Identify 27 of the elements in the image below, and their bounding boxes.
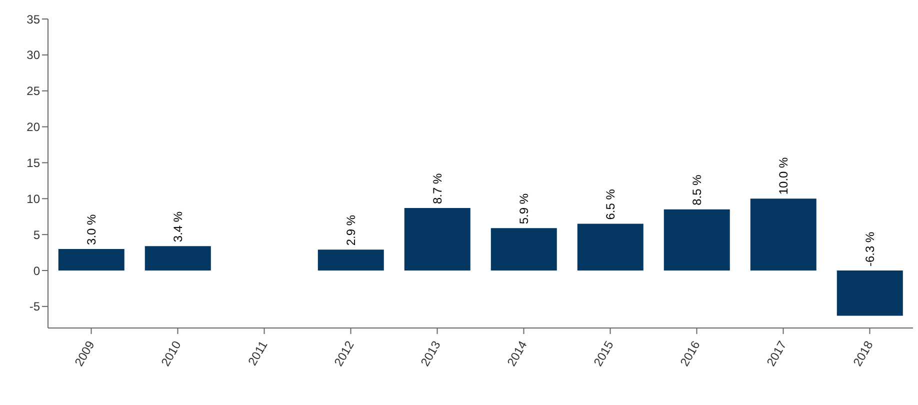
data-label: 6.5 % xyxy=(603,188,618,220)
bar xyxy=(750,198,816,271)
data-label: 3.0 % xyxy=(84,214,98,245)
bar xyxy=(404,208,470,271)
data-label: 8.7 % xyxy=(430,172,444,204)
bar xyxy=(58,248,124,271)
bar xyxy=(144,246,211,271)
data-label: -6.3 % xyxy=(862,232,877,267)
y-tick-label: 20 xyxy=(26,120,40,134)
y-tick-label: 5 xyxy=(33,228,40,242)
y-tick-label: 30 xyxy=(26,48,40,62)
bar xyxy=(490,228,557,271)
y-tick-label: -5 xyxy=(29,300,40,314)
data-label: 10.0 % xyxy=(776,156,790,195)
bar xyxy=(664,209,730,271)
data-label: 5.9 % xyxy=(516,193,531,224)
bar xyxy=(836,270,903,316)
y-tick-label: 10 xyxy=(26,192,40,206)
y-tick-label: 25 xyxy=(26,84,40,98)
data-label: 2.9 % xyxy=(344,214,358,246)
bar xyxy=(318,250,384,271)
y-tick-label: 35 xyxy=(26,12,40,26)
data-label: 3.4 % xyxy=(170,211,185,242)
y-tick-label: 0 xyxy=(33,264,40,278)
y-tick-label: 15 xyxy=(26,156,40,170)
bar xyxy=(577,224,644,271)
data-label: 8.5 % xyxy=(690,174,704,206)
